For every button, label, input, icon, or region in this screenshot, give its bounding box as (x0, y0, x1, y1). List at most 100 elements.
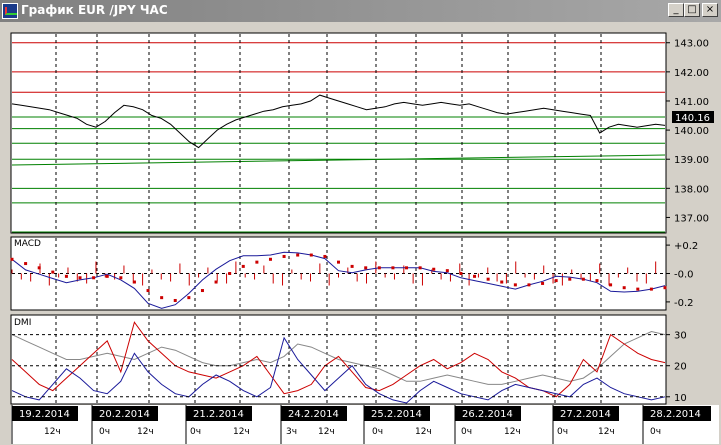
date-label-box (12, 406, 78, 421)
price-trend-line (11, 154, 666, 166)
dmi-plus-line (11, 336, 666, 404)
hour-label: 0ч (99, 427, 110, 437)
hour-label: 12ч (598, 427, 615, 437)
chart-app-icon (2, 3, 18, 19)
date-label-box (92, 406, 158, 421)
macd-signal-point (581, 277, 585, 281)
macd-signal-point (663, 286, 667, 290)
macd-tick-label: -0.2 (674, 298, 694, 309)
macd-tick-label: +0.2 (674, 241, 698, 252)
date-label: 26.2.2014 (462, 409, 513, 420)
hour-label: 12ч (504, 427, 521, 437)
macd-signal-point (119, 276, 123, 280)
hour-label: 12ч (233, 427, 250, 437)
date-label: 27.2.2014 (560, 409, 611, 420)
macd-signal-point (377, 266, 381, 270)
macd-signal-point (527, 283, 531, 287)
macd-signal-point (541, 281, 545, 285)
date-label: 19.2.2014 (19, 409, 70, 420)
date-label-box (455, 406, 521, 421)
price-tick-label: 143.00 (674, 39, 709, 50)
macd-signal-point (200, 289, 204, 293)
macd-signal-point (282, 254, 286, 258)
macd-signal-point (268, 257, 272, 261)
date-label-box (643, 406, 711, 421)
macd-signal-point (214, 280, 218, 284)
macd-signal-point (64, 274, 68, 278)
window-title: График EUR /JPY ЧАС (21, 3, 168, 17)
macd-signal-point (323, 254, 327, 258)
macd-signal-point (473, 274, 477, 278)
macd-signal-point (337, 260, 340, 264)
price-tick-label: 137.00 (674, 213, 709, 224)
hour-label: 0ч (372, 427, 383, 437)
macd-signal-point (405, 266, 409, 270)
maximize-button[interactable]: □ (684, 3, 700, 17)
price-tick-label: 141.00 (674, 97, 709, 108)
macd-signal-point (513, 283, 517, 287)
macd-signal-point (146, 289, 150, 293)
macd-signal-point (500, 280, 504, 284)
price-tick-label: 139.00 (674, 155, 709, 166)
macd-tick-label: -0.0 (674, 270, 694, 281)
hour-label: 12ч (44, 427, 61, 437)
macd-signal-point (160, 296, 164, 300)
macd-signal-point (105, 274, 109, 278)
hour-label: 0ч (190, 427, 201, 437)
macd-signal-point (486, 277, 490, 281)
macd-signal-point (445, 269, 449, 273)
macd-signal-point (173, 298, 177, 302)
macd-signal-point (609, 283, 613, 287)
macd-signal-point (418, 266, 422, 270)
macd-signal-point (255, 260, 259, 264)
dmi-tick-label: 10 (674, 393, 687, 404)
hour-label: 12ч (318, 427, 335, 437)
macd-signal-point (296, 253, 300, 257)
macd-signal-point (187, 296, 191, 300)
macd-signal-point (241, 264, 245, 268)
macd-signal-point (51, 270, 55, 274)
window-titlebar: График EUR /JPY ЧАС _ □ × (0, 0, 721, 22)
hour-label: 12ч (415, 427, 432, 437)
macd-signal-point (350, 264, 354, 268)
macd-signal-point (595, 279, 599, 283)
date-label: 21.2.2014 (193, 409, 244, 420)
date-label: 20.2.2014 (99, 409, 150, 420)
price-tick-label: 140.00 (674, 126, 709, 137)
macd-signal-point (568, 277, 572, 281)
current-price-label: 140.16 (675, 113, 710, 124)
macd-signal-point (554, 279, 558, 283)
macd-signal-point (364, 266, 368, 270)
macd-line (11, 251, 666, 309)
macd-signal-point (24, 262, 28, 266)
close-button[interactable]: × (702, 3, 718, 17)
hour-label: 3ч (286, 427, 297, 437)
hour-label: 12ч (137, 427, 154, 437)
dmi-adx-line (11, 330, 666, 385)
hour-label: 0ч (650, 427, 661, 437)
macd-signal-point (78, 276, 82, 280)
dmi-tick-label: 20 (674, 362, 687, 373)
hour-label: 0ч (461, 427, 472, 437)
macd-signal-point (622, 286, 626, 290)
dmi-label: DMI (14, 318, 31, 328)
macd-signal-point (649, 287, 653, 291)
date-label-box (186, 406, 252, 421)
macd-label: MACD (14, 239, 41, 249)
dmi-tick-label: 30 (674, 331, 687, 342)
price-tick-label: 138.00 (674, 184, 709, 195)
macd-signal-point (37, 266, 41, 270)
dmi-minus-line (11, 321, 666, 398)
price-tick-label: 142.00 (674, 68, 709, 79)
macd-signal-point (92, 276, 96, 280)
date-label: 28.2.2014 (650, 409, 701, 420)
minimize-button[interactable]: _ (668, 3, 684, 17)
current-price-box (672, 111, 714, 123)
date-label: 24.2.2014 (288, 409, 339, 420)
macd-signal-point (10, 257, 14, 261)
macd-signal-point (432, 267, 436, 271)
price-panel (10, 32, 667, 234)
macd-signal-point (228, 272, 232, 275)
macd-signal-point (391, 266, 395, 270)
